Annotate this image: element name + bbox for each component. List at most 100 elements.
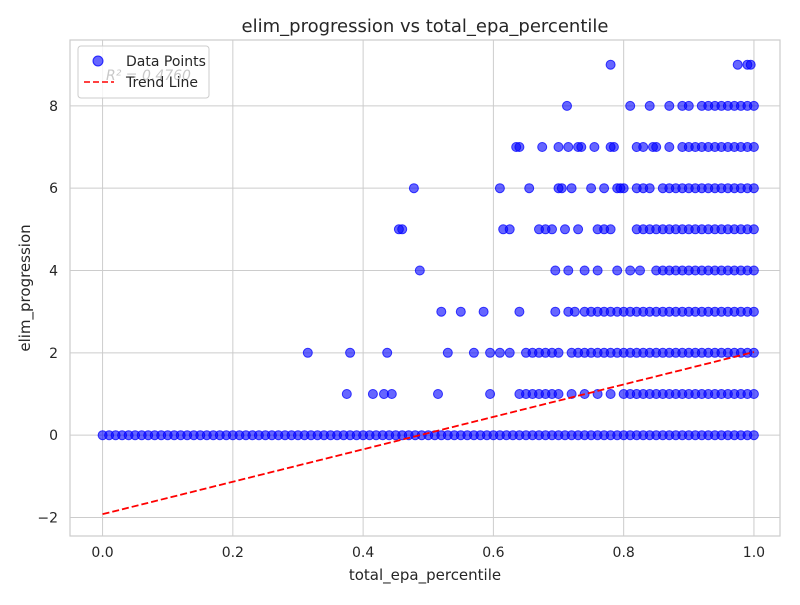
legend-label-trend-line: Trend Line <box>125 75 198 91</box>
data-point <box>605 59 616 70</box>
data-point <box>605 224 616 235</box>
data-point <box>468 347 479 358</box>
legend-box <box>77 45 210 99</box>
data-point <box>748 100 759 111</box>
y-tick-label: 0 <box>49 428 58 444</box>
data-point <box>748 389 759 399</box>
r-squared-annotation: R² = 0.4760 <box>106 68 191 84</box>
data-point <box>683 100 694 111</box>
data-point <box>748 183 759 194</box>
trend-line <box>102 351 755 516</box>
x-tick-label: 0.4 <box>352 545 374 561</box>
data-point <box>550 306 561 317</box>
data-point <box>485 347 496 358</box>
data-point <box>608 142 619 152</box>
data-point <box>599 183 610 194</box>
data-point <box>573 224 584 235</box>
data-point <box>566 183 577 194</box>
data-point <box>442 347 453 358</box>
data-point <box>553 389 564 399</box>
data-point <box>494 183 505 194</box>
data-point <box>556 183 567 194</box>
data-point <box>638 142 649 152</box>
y-tick-labels: −2 0 2 4 6 8 <box>37 99 58 527</box>
data-point <box>341 389 352 399</box>
data-point <box>592 265 603 276</box>
data-point <box>524 183 535 194</box>
data-point <box>748 265 759 276</box>
x-tick-labels: 0.0 0.2 0.4 0.6 0.8 1.0 <box>91 545 765 561</box>
data-point <box>553 142 564 152</box>
data-point <box>408 183 419 194</box>
y-axis-label: elim_progression <box>16 224 35 351</box>
chart-title: elim_progression vs total_epa_percentile <box>242 16 609 37</box>
data-point <box>433 389 443 399</box>
data-point <box>560 224 570 235</box>
x-axis-label: total_epa_percentile <box>349 566 501 585</box>
data-point <box>302 347 313 358</box>
data-point <box>644 183 655 194</box>
y-tick-label: 4 <box>49 264 58 280</box>
x-tick-label: 0.8 <box>613 545 635 561</box>
data-point <box>504 347 515 358</box>
x-tick-label: 1.0 <box>743 545 765 561</box>
data-point <box>494 347 505 358</box>
data-point <box>382 347 393 358</box>
data-point <box>397 224 408 235</box>
data-point <box>748 306 759 317</box>
data-points <box>97 59 759 441</box>
legend-label-data-points: Data Points <box>126 54 206 70</box>
y-tick-label: 6 <box>49 181 58 197</box>
data-point <box>414 265 425 276</box>
data-point <box>748 142 759 152</box>
data-point <box>537 142 548 152</box>
data-point <box>563 142 574 152</box>
data-point <box>664 100 675 111</box>
data-point <box>386 389 397 399</box>
data-point <box>635 265 645 276</box>
data-point <box>485 389 496 399</box>
x-tick-label: 0.6 <box>482 545 504 561</box>
data-point <box>589 142 600 152</box>
data-point <box>651 142 662 152</box>
data-point <box>745 59 756 70</box>
data-point <box>592 389 603 399</box>
data-point <box>605 389 616 399</box>
data-point <box>586 183 597 194</box>
data-point <box>569 306 580 317</box>
y-tick-label: 2 <box>49 346 58 362</box>
data-point <box>748 430 759 441</box>
data-point <box>547 224 557 235</box>
data-point <box>612 265 623 276</box>
data-point <box>455 306 466 317</box>
x-tick-label: 0.2 <box>222 545 244 561</box>
data-point <box>478 306 489 317</box>
y-tick-label: −2 <box>37 510 58 526</box>
data-point <box>563 265 574 276</box>
data-point <box>436 306 447 317</box>
data-point <box>576 142 587 152</box>
data-point <box>553 347 564 358</box>
data-point <box>514 142 525 152</box>
legend-marker-data-points <box>92 55 104 67</box>
data-point <box>579 265 590 276</box>
data-point <box>550 265 561 276</box>
data-point <box>644 100 655 111</box>
data-point <box>625 265 636 276</box>
plot-frame <box>69 39 781 537</box>
data-point <box>618 183 629 194</box>
x-tick-label: 0.0 <box>91 545 113 561</box>
data-point <box>367 389 378 399</box>
data-point <box>748 224 759 235</box>
data-point <box>514 306 525 317</box>
data-point <box>664 142 675 152</box>
legend: R² = 0.4760 Data Points Trend Line <box>77 45 210 99</box>
data-point <box>504 224 515 235</box>
data-point <box>625 100 636 111</box>
y-tick-label: 8 <box>49 99 58 115</box>
data-point <box>562 100 572 111</box>
trend-line-layer <box>102 351 755 516</box>
